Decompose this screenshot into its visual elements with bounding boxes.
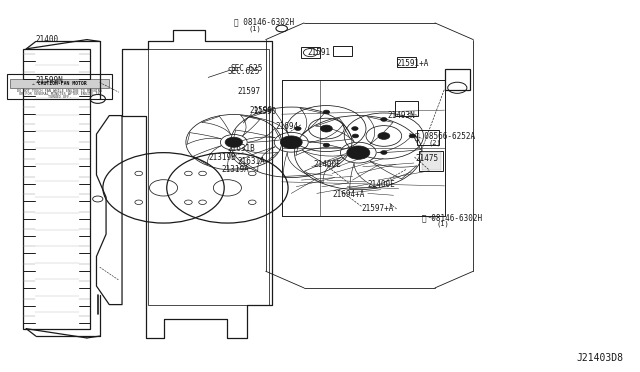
- Bar: [23, 49, 90, 329]
- Circle shape: [323, 143, 330, 147]
- Bar: [422, 152, 441, 170]
- Circle shape: [352, 127, 358, 131]
- Bar: [333, 46, 352, 56]
- Text: J21403D8: J21403D8: [577, 353, 623, 363]
- Bar: [417, 131, 440, 145]
- Circle shape: [378, 132, 390, 140]
- Text: 21599N: 21599N: [36, 76, 63, 85]
- Text: Ⓑ 08146-6302H: Ⓑ 08146-6302H: [422, 213, 483, 222]
- Text: 21694+A: 21694+A: [333, 190, 365, 199]
- Text: 21400: 21400: [36, 35, 59, 44]
- Text: 21475: 21475: [416, 154, 439, 163]
- Bar: [396, 101, 418, 116]
- Text: 21591: 21591: [307, 48, 330, 57]
- Circle shape: [294, 127, 301, 131]
- Bar: [148, 49, 269, 305]
- Text: (1): (1): [248, 25, 261, 32]
- Text: (1): (1): [436, 221, 449, 227]
- Text: 21590: 21590: [253, 108, 276, 116]
- Text: 21590: 21590: [250, 106, 273, 115]
- Text: SEC.625: SEC.625: [230, 64, 263, 73]
- Text: 21319A: 21319A: [221, 165, 249, 174]
- Text: SEC.625: SEC.625: [227, 67, 260, 76]
- Text: Ⓑ 08146-6302H: Ⓑ 08146-6302H: [234, 18, 294, 27]
- Text: 21319B: 21319B: [208, 153, 236, 161]
- Bar: [301, 47, 320, 58]
- Text: 21400E: 21400E: [368, 180, 396, 189]
- Text: 21597: 21597: [237, 87, 260, 96]
- Text: 21694: 21694: [275, 122, 298, 131]
- Bar: [445, 69, 470, 90]
- Text: 21493N: 21493N: [387, 111, 415, 120]
- Circle shape: [280, 136, 302, 148]
- Text: 21591+A: 21591+A: [397, 59, 429, 68]
- Text: 21597+A: 21597+A: [362, 204, 394, 213]
- Circle shape: [352, 134, 358, 138]
- Text: OR FOR SEVERAL MINUTES AFTER ENGINE IS: OR FOR SEVERAL MINUTES AFTER ENGINE IS: [19, 92, 100, 96]
- Circle shape: [323, 110, 330, 114]
- Bar: [7, 74, 113, 99]
- Circle shape: [381, 151, 387, 154]
- Text: 21400E: 21400E: [314, 160, 341, 169]
- Text: DO NOT TOUCH FAN WHILE ENGINE IS RUNNING: DO NOT TOUCH FAN WHILE ENGINE IS RUNNING: [17, 89, 102, 93]
- Text: TURNED OFF.: TURNED OFF.: [48, 95, 72, 99]
- Circle shape: [321, 125, 332, 132]
- Circle shape: [347, 146, 370, 159]
- Bar: [419, 151, 444, 171]
- Text: 21631A: 21631A: [237, 157, 265, 166]
- Text: ⚠ CAUTION-FAN MOTOR: ⚠ CAUTION-FAN MOTOR: [33, 81, 87, 86]
- Text: 21631B: 21631B: [227, 144, 255, 153]
- Text: Ⓢ 08566-6252A: Ⓢ 08566-6252A: [415, 132, 475, 141]
- Text: (2): (2): [429, 140, 442, 146]
- Bar: [10, 79, 109, 88]
- Circle shape: [225, 137, 243, 147]
- Circle shape: [381, 118, 387, 121]
- Circle shape: [409, 134, 415, 138]
- Bar: [397, 57, 416, 67]
